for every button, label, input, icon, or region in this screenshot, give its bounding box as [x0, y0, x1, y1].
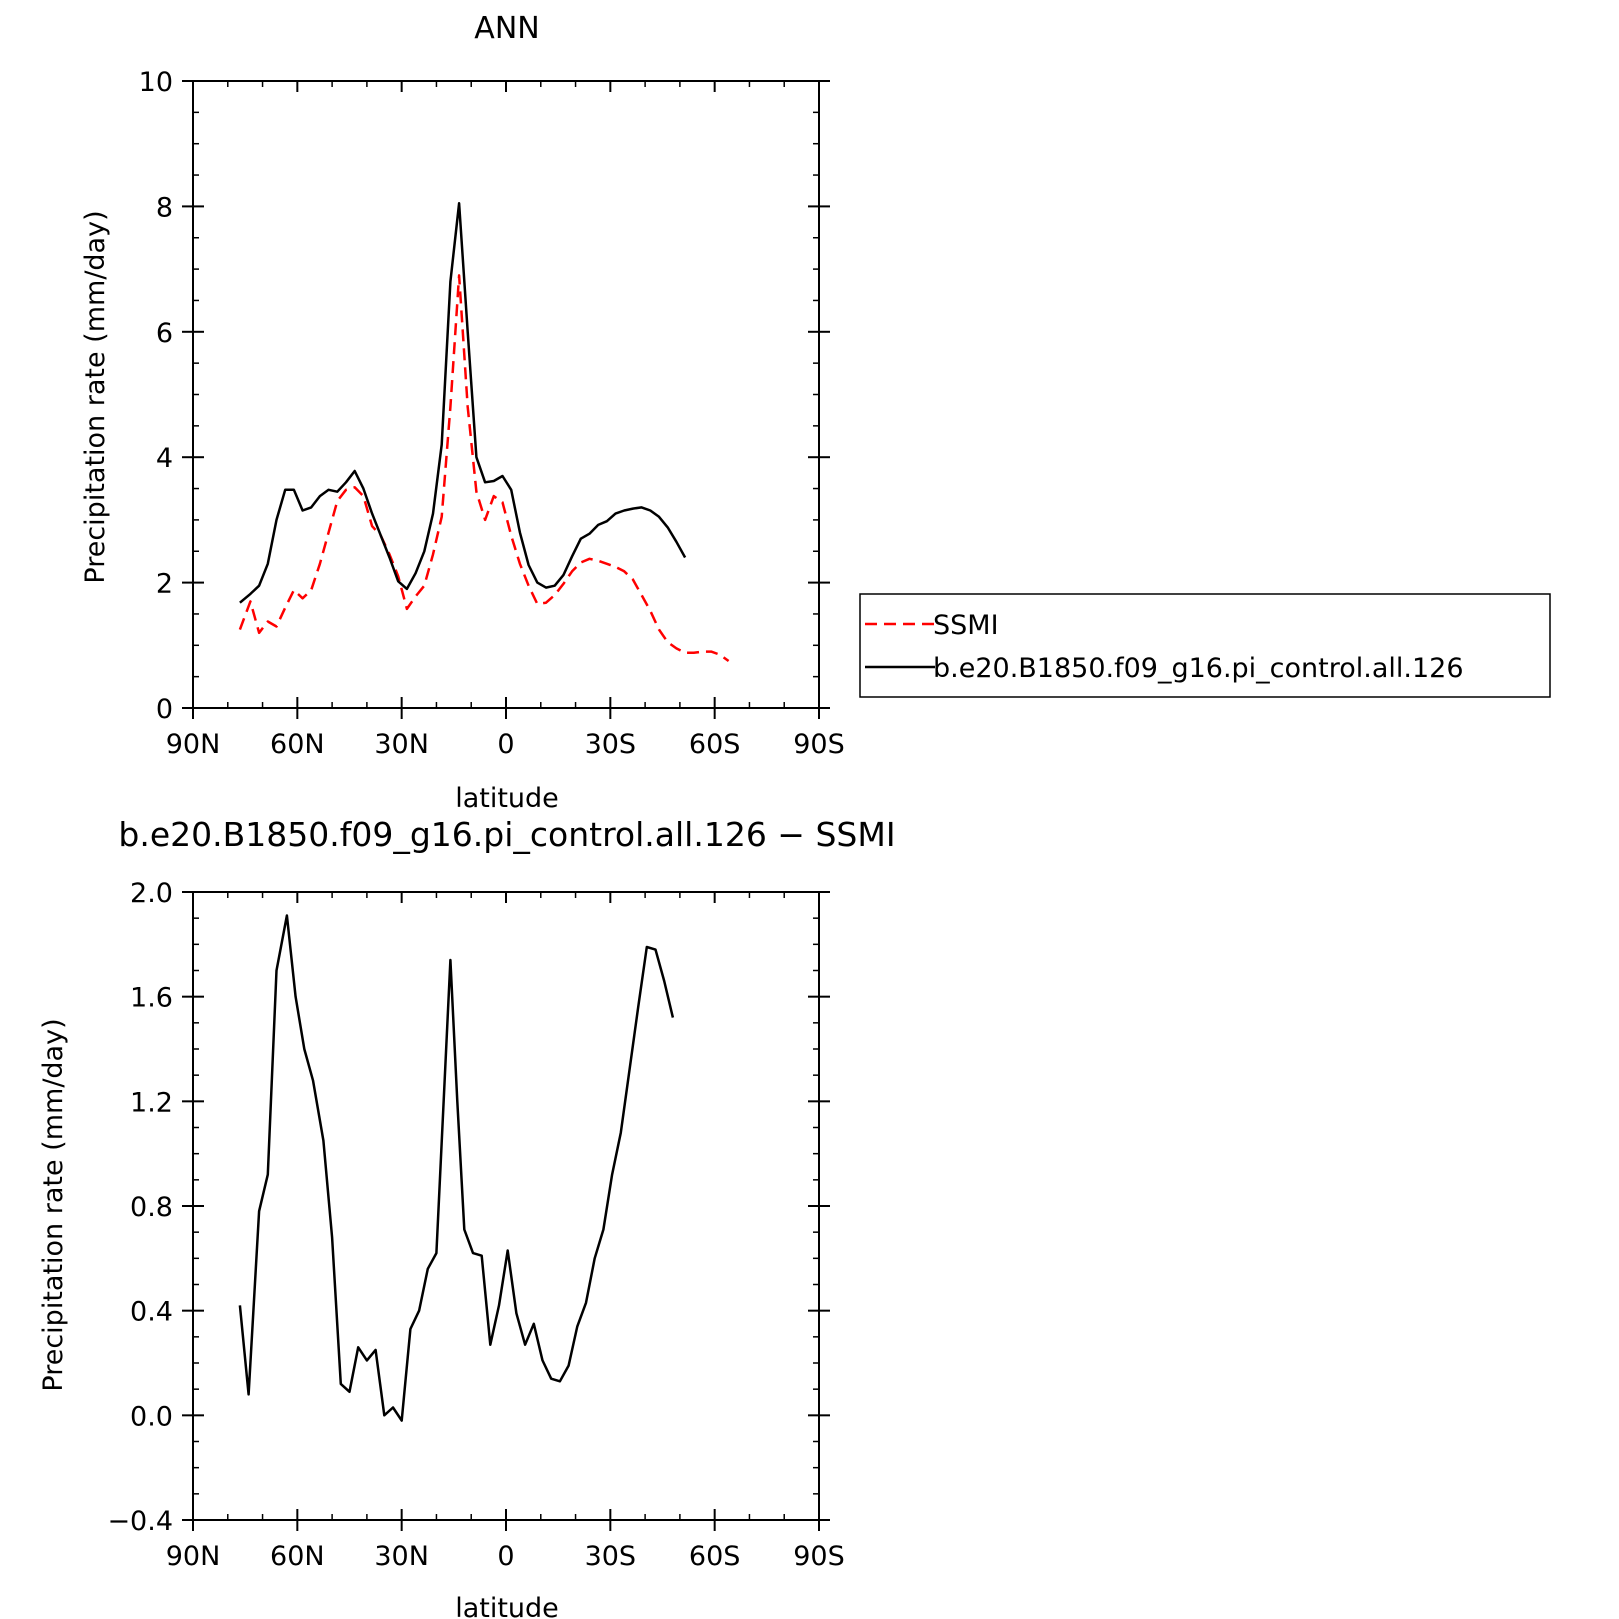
y-tick-label: 0: [156, 694, 173, 725]
y-tick-label: 2.0: [130, 878, 173, 909]
bottom-chart-plot-frame: [192, 891, 820, 1521]
top-chart-series: [238, 202, 730, 663]
y-tick-label: 0.8: [130, 1192, 173, 1223]
x-tick-label: 90S: [793, 1541, 845, 1572]
x-tick-label: 60S: [689, 729, 741, 760]
y-tick-label: 10: [139, 67, 173, 98]
x-tick-label: 60N: [270, 1541, 325, 1572]
bottom-chart-series: [238, 914, 675, 1422]
top-chart-x-axis-label: latitude: [455, 783, 559, 814]
series-line-1-0: [238, 914, 675, 1422]
y-tick-label: 0.4: [130, 1297, 173, 1328]
x-tick-label: 90N: [166, 1541, 221, 1572]
legend-model-label: b.e20.B1850.f09_g16.pi_control.all.126: [933, 653, 1464, 684]
y-tick-label: 1.2: [130, 1087, 173, 1118]
x-tick-label: 90N: [166, 729, 221, 760]
x-tick-label: 60N: [270, 729, 325, 760]
legend-ssmi-label: SSMI: [933, 610, 999, 641]
series-line-ssmi: [238, 274, 730, 663]
x-tick-label: 30S: [585, 1541, 637, 1572]
series-line-b-e20-b1850-f09-g16-pi-control-all-126: [239, 202, 687, 604]
y-tick-label: 2: [156, 569, 173, 600]
y-tick-label: 6: [156, 318, 173, 349]
x-tick-label: 60S: [689, 1541, 741, 1572]
top-chart-plot-frame: [192, 80, 820, 709]
bottom-chart-ticks: 90N 60N 30N 0 30S 60S 90S −0.4 0.0 0.4 0.8 1.2 1.6 2.…: [107, 878, 844, 1572]
y-tick-label: 4: [156, 443, 173, 474]
top-chart-ticks: 90N 60N 30N 0 30S 60S 90S 0 2 4 6 8 10: [139, 67, 845, 760]
x-tick-label: 0: [497, 1541, 514, 1572]
y-tick-label: 0.0: [130, 1401, 173, 1432]
y-tick-label: 1.6: [130, 983, 173, 1014]
top-chart-title: ANN: [474, 11, 539, 46]
bottom-chart-x-axis-label: latitude: [455, 1593, 559, 1619]
top-chart-y-axis-label: Precipitation rate (mm/day): [80, 210, 111, 583]
legend-box: [859, 593, 1551, 698]
legend: SSMI b.e20.B1850.f09_g16.pi_control.all.…: [859, 593, 1551, 698]
bottom-chart-title: b.e20.B1850.f09_g16.pi_control.all.126 −…: [118, 815, 895, 854]
y-tick-label: −0.4: [107, 1506, 173, 1537]
bottom-chart-y-axis-label: Precipitation rate (mm/day): [38, 1018, 69, 1391]
x-tick-label: 0: [497, 729, 514, 760]
x-tick-label: 90S: [793, 729, 845, 760]
x-tick-label: 30S: [585, 729, 637, 760]
bottom-chart: b.e20.B1850.f09_g16.pi_control.all.126 −…: [38, 815, 896, 1619]
x-tick-label: 30N: [374, 729, 429, 760]
x-tick-label: 30N: [374, 1541, 429, 1572]
y-tick-label: 8: [156, 192, 173, 223]
